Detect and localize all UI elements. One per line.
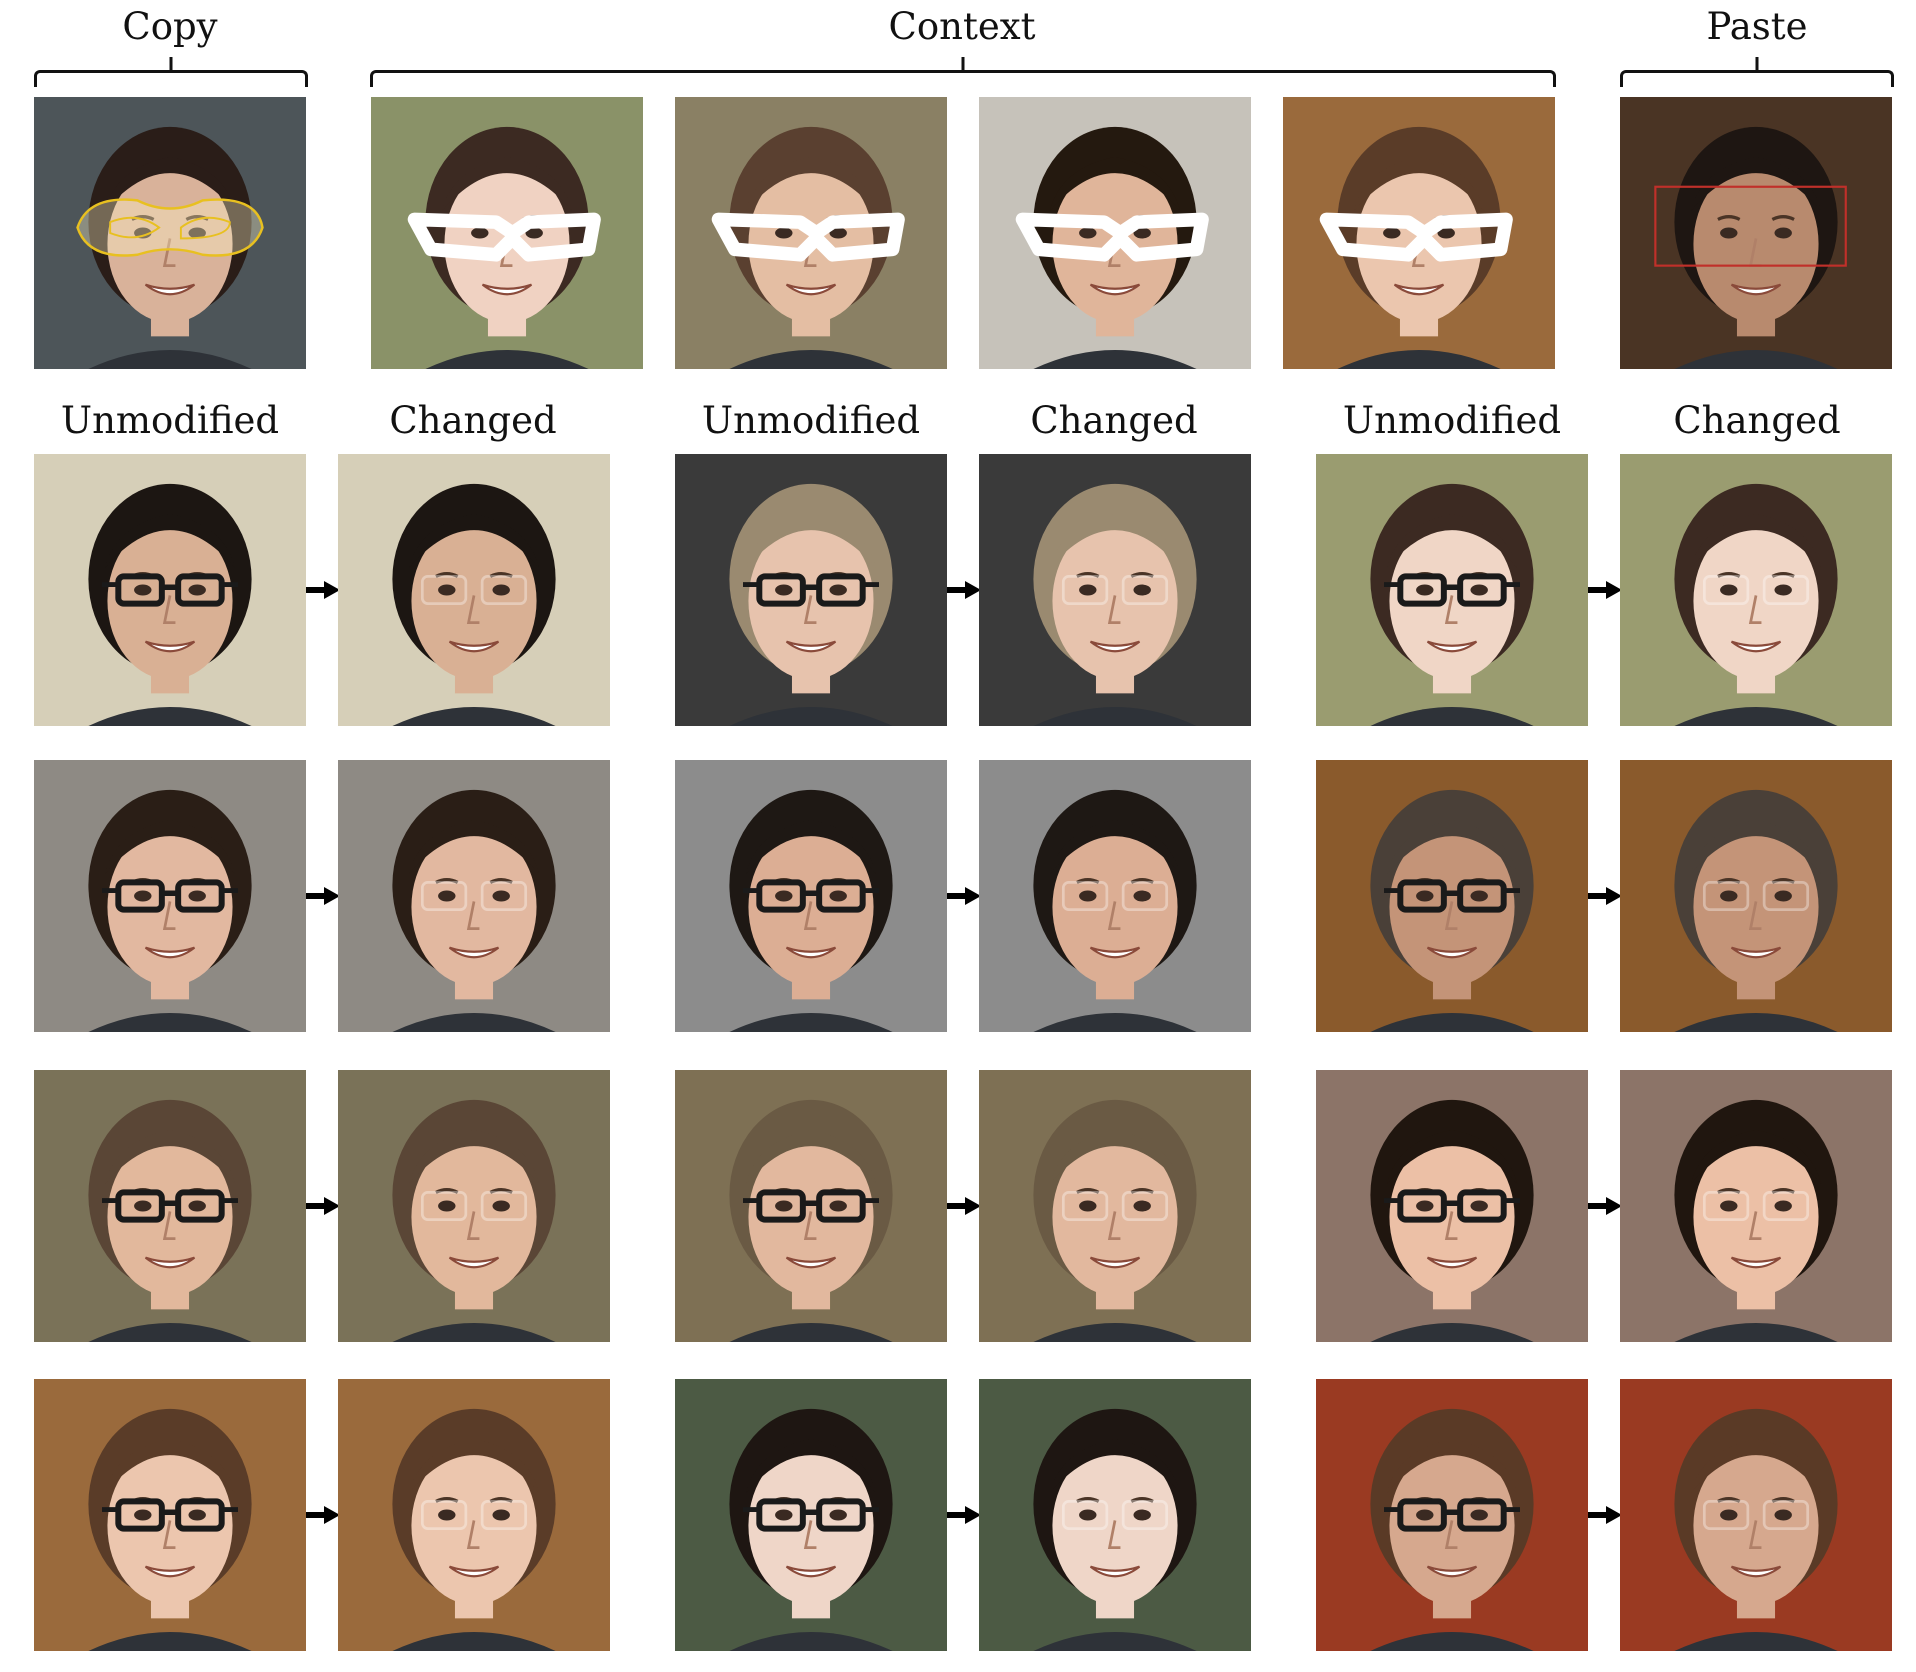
- arrow-icon: [306, 1197, 340, 1215]
- arrow-shaft: [306, 1203, 326, 1209]
- arrow-shaft: [947, 1512, 967, 1518]
- changed-image: [979, 454, 1251, 726]
- context-brace-tick: [961, 57, 965, 71]
- arrow-icon: [947, 1506, 981, 1524]
- arrow-head: [1606, 581, 1622, 599]
- paste-brace: [1620, 57, 1894, 87]
- arrow-icon: [947, 1197, 981, 1215]
- unmodified-image: [34, 454, 306, 726]
- column-label-unmodified-1: Unmodified: [60, 399, 280, 442]
- unmodified-image: [675, 454, 947, 726]
- arrow-icon: [947, 887, 981, 905]
- arrow-head: [1606, 1506, 1622, 1524]
- column-label-changed-1: Changed: [389, 399, 557, 442]
- arrow-head: [965, 887, 981, 905]
- context-image: [371, 97, 643, 369]
- arrow-head: [965, 1506, 981, 1524]
- changed-image: [338, 1379, 610, 1651]
- context-brace: [370, 57, 1556, 87]
- unmodified-image: [675, 1070, 947, 1342]
- arrow-shaft: [947, 893, 967, 899]
- arrow-icon: [306, 887, 340, 905]
- changed-image: [1620, 1070, 1892, 1342]
- arrow-shaft: [947, 587, 967, 593]
- arrow-shaft: [306, 893, 326, 899]
- copy-header: Copy: [122, 5, 218, 48]
- unmodified-image: [34, 1070, 306, 1342]
- paste-header: Paste: [1706, 5, 1808, 48]
- column-label-changed-2: Changed: [1030, 399, 1198, 442]
- unmodified-image: [675, 760, 947, 1032]
- arrow-head: [965, 1197, 981, 1215]
- arrow-icon: [306, 581, 340, 599]
- arrow-icon: [1588, 887, 1622, 905]
- paste-image: [1620, 97, 1892, 369]
- column-label-changed-3: Changed: [1673, 399, 1841, 442]
- arrow-head: [324, 1506, 340, 1524]
- arrow-head: [324, 1197, 340, 1215]
- context-image: [979, 97, 1251, 369]
- unmodified-image: [34, 1379, 306, 1651]
- arrow-icon: [1588, 581, 1622, 599]
- column-label-unmodified-3: Unmodified: [1342, 399, 1562, 442]
- arrow-head: [1606, 887, 1622, 905]
- changed-image: [338, 760, 610, 1032]
- copy-image: [34, 97, 306, 369]
- changed-image: [338, 454, 610, 726]
- unmodified-image: [675, 1379, 947, 1651]
- context-header: Context: [888, 5, 1036, 48]
- unmodified-image: [34, 760, 306, 1032]
- paste-brace-tick: [1755, 57, 1759, 71]
- arrow-icon: [1588, 1506, 1622, 1524]
- changed-image: [338, 1070, 610, 1342]
- changed-image: [979, 760, 1251, 1032]
- arrow-shaft: [306, 1512, 326, 1518]
- arrow-icon: [1588, 1197, 1622, 1215]
- arrow-shaft: [1588, 1512, 1608, 1518]
- unmodified-image: [1316, 1070, 1588, 1342]
- context-image: [1283, 97, 1555, 369]
- arrow-shaft: [1588, 587, 1608, 593]
- changed-image: [1620, 454, 1892, 726]
- arrow-head: [965, 581, 981, 599]
- column-label-unmodified-2: Unmodified: [701, 399, 921, 442]
- arrow-head: [324, 887, 340, 905]
- copy-brace: [34, 57, 308, 87]
- arrow-icon: [947, 581, 981, 599]
- unmodified-image: [1316, 454, 1588, 726]
- arrow-shaft: [306, 587, 326, 593]
- arrow-icon: [306, 1506, 340, 1524]
- unmodified-image: [1316, 760, 1588, 1032]
- arrow-shaft: [1588, 893, 1608, 899]
- changed-image: [1620, 760, 1892, 1032]
- unmodified-image: [1316, 1379, 1588, 1651]
- changed-image: [1620, 1379, 1892, 1651]
- changed-image: [979, 1070, 1251, 1342]
- copy-brace-tick: [169, 57, 173, 71]
- arrow-shaft: [1588, 1203, 1608, 1209]
- changed-image: [979, 1379, 1251, 1651]
- arrow-shaft: [947, 1203, 967, 1209]
- arrow-head: [1606, 1197, 1622, 1215]
- arrow-head: [324, 581, 340, 599]
- context-image: [675, 97, 947, 369]
